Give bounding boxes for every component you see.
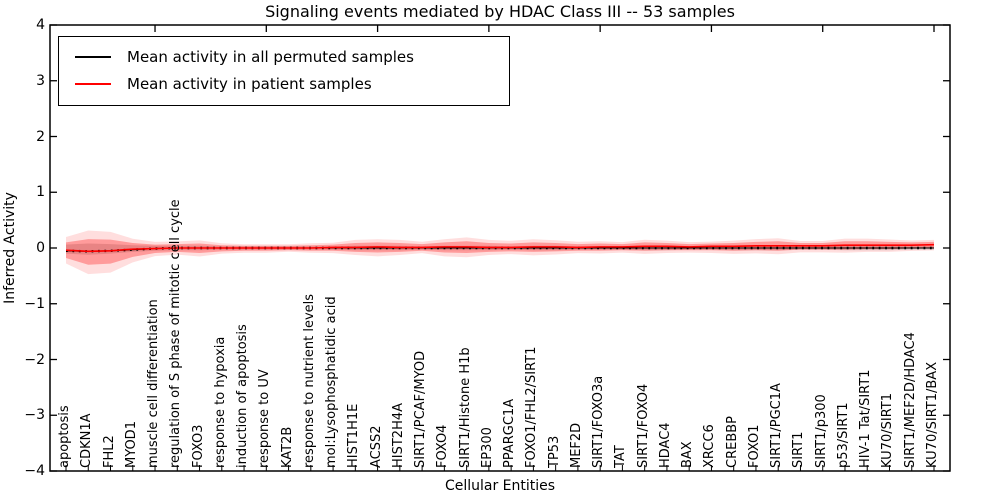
x-tick-label: ACSS2 — [368, 425, 384, 468]
x-tick-label: SIRT1 — [791, 431, 807, 468]
x-tick-label: SIRT1/p300 — [813, 394, 829, 468]
x-tick-label: CREBBP — [724, 416, 740, 468]
legend-label: Mean activity in patient samples — [127, 74, 372, 93]
x-tick-label: KU70/SIRT1/BAX — [925, 361, 940, 468]
x-tick-label: apoptosis — [57, 405, 72, 468]
x-tick-label: FOXO3 — [190, 424, 206, 468]
x-tick-label: TAT — [613, 445, 629, 468]
x-tick-label: TP53 — [546, 435, 562, 468]
permuted-mean-dots — [65, 246, 934, 253]
x-tick-label: response to UV — [257, 369, 273, 468]
x-tick-label: HIV-1 Tat/SIRT1 — [858, 369, 874, 468]
x-tick-label: SIRT1/PCAF/MYOD — [413, 350, 429, 468]
x-tick-label: HIST1H1E — [346, 403, 362, 468]
x-tick-label: HIST2H4A — [390, 402, 406, 468]
y-tick-label: 0 — [36, 240, 45, 256]
x-tick-label: HDAC4 — [657, 422, 673, 468]
x-tick-label: p53/SIRT1 — [835, 402, 851, 468]
legend: Mean activity in all permuted samples Me… — [58, 36, 510, 106]
y-tick-label: −2 — [24, 351, 45, 368]
x-axis-label: Cellular Entities — [444, 478, 556, 494]
x-tick-label: SIRT1/MEF2D/HDAC4 — [902, 332, 918, 468]
patient-mean-line — [65, 243, 935, 253]
y-tick-label: 3 — [36, 72, 45, 89]
y-tick-label: 4 — [36, 17, 45, 33]
x-tick-label: SIRT1/PGC1A — [769, 383, 785, 468]
x-tick-label: KAT2B — [279, 426, 295, 468]
x-tick-label: CDKN1A — [79, 413, 95, 468]
x-tick-label: PPARGC1A — [502, 398, 518, 468]
legend-entry-patient: Mean activity in patient samples — [69, 70, 499, 97]
y-tick-label: −4 — [24, 463, 45, 479]
x-tick-label: FOXO1/FHL2/SIRT1 — [524, 346, 540, 468]
x-tick-label: FOXO1 — [746, 424, 762, 468]
legend-label: Mean activity in all permuted samples — [127, 47, 414, 66]
y-tick-label: 2 — [36, 128, 45, 145]
x-tick-label: response to hypoxia — [212, 336, 228, 468]
x-tick-label: muscle cell differentiation — [146, 299, 162, 468]
x-tick-label: SIRT1/FOXO3a — [591, 375, 607, 468]
x-tick-label: MYOD1 — [123, 421, 139, 468]
x-tick-label: KU70/SIRT1 — [880, 393, 896, 468]
black-line-swatch — [75, 55, 111, 58]
x-tick-label: BAX — [680, 441, 696, 468]
x-tick-label: mol:Lysophosphatidic acid — [324, 296, 340, 468]
patient-std-band — [66, 239, 934, 265]
chart-title: Signaling events mediated by HDAC Class … — [265, 2, 735, 21]
x-tick-label: SIRT1/Histone H1b — [457, 347, 473, 468]
x-tick-label: response to nutrient levels — [301, 293, 317, 468]
patient-std-halo — [66, 230, 934, 275]
red-line-swatch — [75, 82, 111, 85]
x-tick-label: regulation of S phase of mitotic cell cy… — [168, 199, 184, 468]
x-tick-label: FHL2 — [101, 435, 117, 468]
legend-entry-permuted: Mean activity in all permuted samples — [69, 43, 499, 70]
y-tick-label: −3 — [24, 407, 45, 424]
x-tick-label: MEF2D — [568, 422, 584, 468]
x-tick-label: induction of apoptosis — [235, 324, 251, 468]
y-tick-label: −1 — [24, 295, 45, 312]
y-tick-label: 1 — [36, 184, 45, 201]
x-tick-label: SIRT1/FOXO4 — [635, 383, 651, 468]
x-tick-label: EP300 — [479, 427, 495, 468]
x-tick-label: FOXO4 — [435, 424, 451, 468]
x-tick-label: XRCC6 — [702, 424, 718, 468]
